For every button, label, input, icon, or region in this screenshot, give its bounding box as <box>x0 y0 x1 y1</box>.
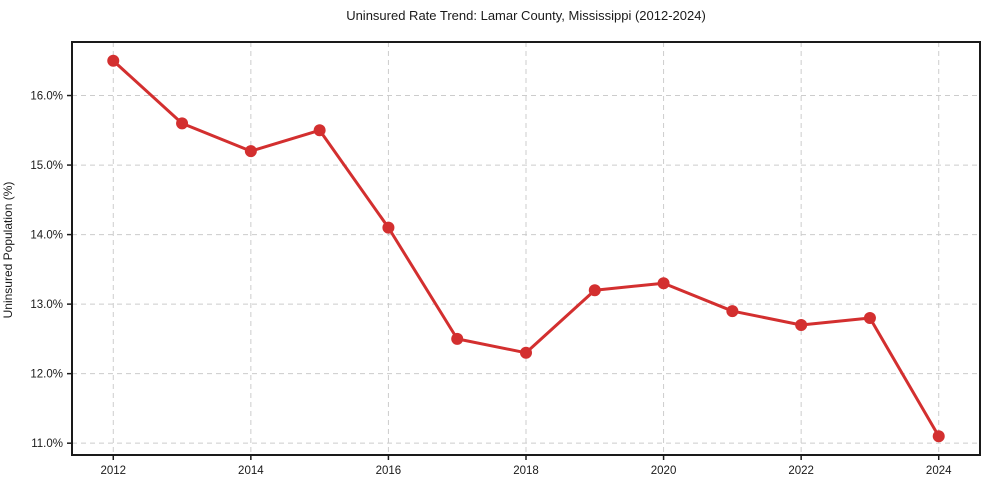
data-point <box>313 124 326 137</box>
chart-title: Uninsured Rate Trend: Lamar County, Miss… <box>346 8 706 23</box>
data-point <box>795 318 808 331</box>
y-tick-label: 16.0% <box>30 91 63 103</box>
x-tick-label: 2016 <box>376 465 402 477</box>
data-point <box>588 284 601 297</box>
x-tick-label: 2024 <box>926 465 952 477</box>
data-point <box>726 305 739 318</box>
y-tick-label: 15.0% <box>30 160 63 172</box>
data-point <box>244 145 257 158</box>
x-tick-label: 2020 <box>651 465 677 477</box>
y-tick-label: 11.0% <box>31 438 63 450</box>
x-tick-label: 2022 <box>788 465 814 477</box>
y-tick-label: 14.0% <box>30 230 63 242</box>
x-tick-label: 2014 <box>238 465 264 477</box>
data-point <box>657 277 670 290</box>
y-tick-label: 12.0% <box>30 369 63 381</box>
x-tick-label: 2012 <box>100 465 126 477</box>
data-point <box>107 54 120 67</box>
data-point <box>932 430 945 443</box>
x-tick-label: 2018 <box>513 465 539 477</box>
data-point <box>451 332 464 345</box>
data-point <box>176 117 189 130</box>
y-tick-label: 13.0% <box>30 299 63 311</box>
data-point <box>520 346 532 359</box>
data-point <box>382 221 395 234</box>
data-point <box>863 312 876 325</box>
